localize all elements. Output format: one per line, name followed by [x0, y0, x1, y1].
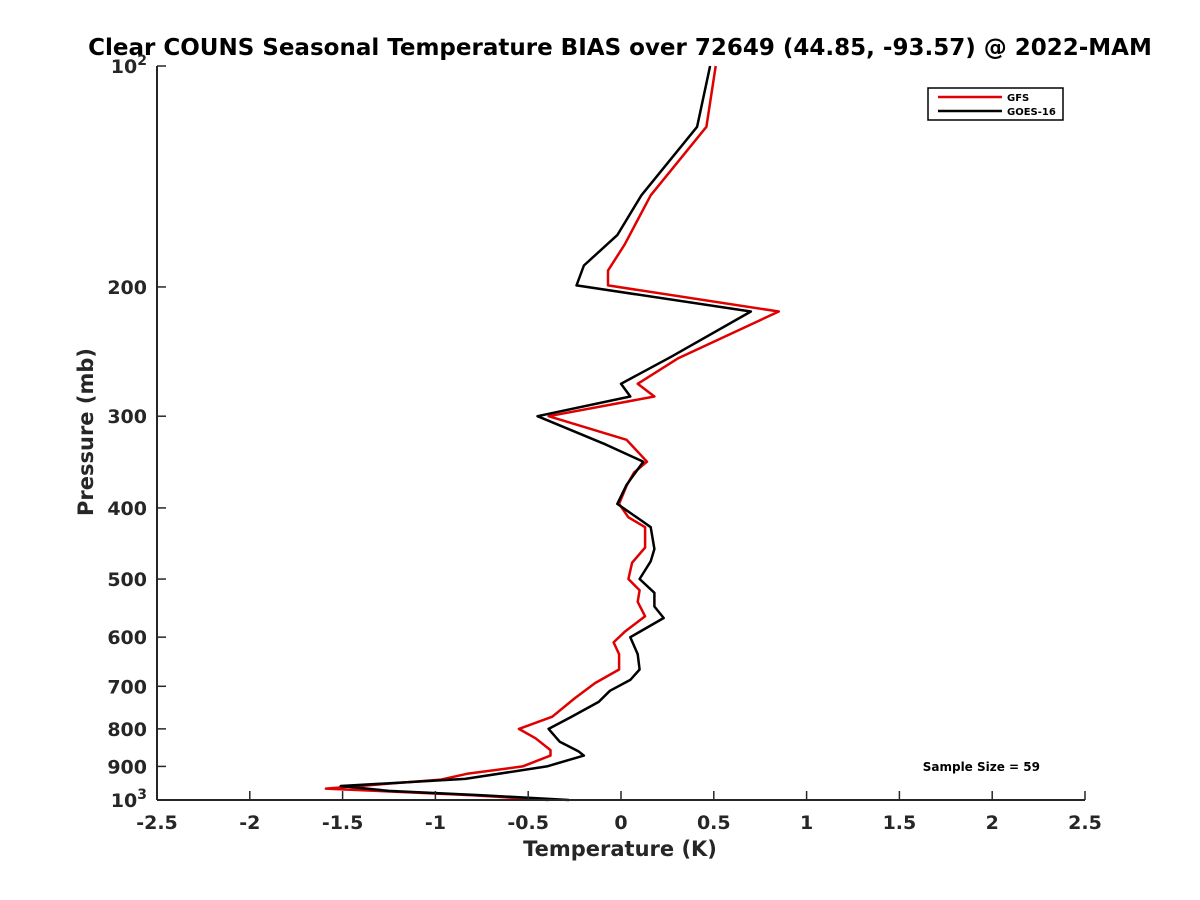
series-line-gfs — [324, 65, 781, 802]
y-tick-label: 103 — [111, 787, 147, 812]
x-tick-label: 2 — [986, 812, 999, 834]
y-tick-label: 300 — [107, 406, 147, 428]
legend-box — [927, 87, 1064, 121]
x-tick-label: -2.5 — [136, 812, 178, 834]
y-axis: 102 200 300 400 500 600 700 800 900 103 — [107, 53, 166, 812]
legend-label-gfs: GFS — [1007, 93, 1029, 104]
y-axis-label: Pressure (mb) — [74, 348, 98, 516]
y-tick-label: 200 — [107, 277, 147, 299]
x-axis-label: Temperature (K) — [523, 837, 717, 861]
x-tick-label: -1.5 — [322, 812, 364, 834]
x-tick-label: 1.5 — [883, 812, 917, 834]
y-tick-label: 900 — [107, 756, 147, 778]
x-tick-label: 0.5 — [697, 812, 731, 834]
x-axis: -2.5 -2 -1.5 -1 -0.5 0 0.5 1 1.5 2 2.5 — [136, 791, 1102, 834]
plot-area — [324, 65, 781, 802]
x-tick-label: -1 — [425, 812, 446, 834]
sample-size-annotation: Sample Size = 59 — [923, 760, 1040, 774]
y-tick-label: 800 — [107, 719, 147, 741]
x-tick-label: -0.5 — [507, 812, 549, 834]
y-tick-label: 400 — [107, 498, 147, 520]
chart-title: Clear COUNS Seasonal Temperature BIAS ov… — [88, 35, 1152, 61]
x-tick-label: 2.5 — [1068, 812, 1102, 834]
series-line-goes16 — [339, 65, 753, 802]
legend: GFS GOES-16 — [927, 87, 1064, 121]
x-tick-label: 0 — [614, 812, 627, 834]
y-tick-label: 102 — [111, 53, 147, 78]
x-tick-label: 1 — [800, 812, 813, 834]
x-tick-label: -2 — [239, 812, 260, 834]
y-tick-label: 600 — [107, 627, 147, 649]
y-tick-label: 700 — [107, 676, 147, 698]
legend-label-goes16: GOES-16 — [1007, 107, 1056, 118]
y-tick-label: 500 — [107, 569, 147, 591]
